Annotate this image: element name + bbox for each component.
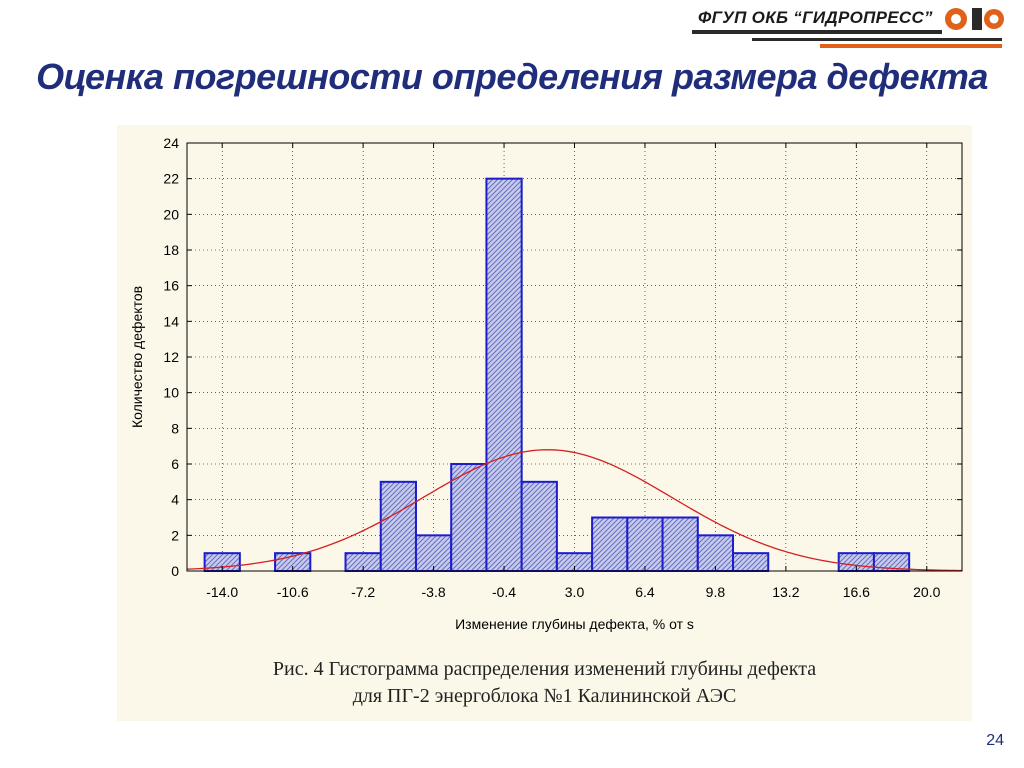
x-axis-label: Изменение глубины дефекта, % от s <box>455 616 694 632</box>
histogram-bar <box>485 177 523 573</box>
y-tick-label: 22 <box>163 171 179 187</box>
y-tick-label: 10 <box>163 385 179 401</box>
x-tick-label: 9.8 <box>706 584 726 600</box>
x-tick-label: 3.0 <box>565 584 585 600</box>
histogram-bar <box>626 516 664 572</box>
histogram-bar <box>414 534 453 573</box>
y-tick-label: 2 <box>171 527 179 543</box>
y-tick-label: 20 <box>163 206 179 222</box>
x-tick-label: -7.2 <box>351 584 375 600</box>
x-tick-label: 6.4 <box>635 584 655 600</box>
histogram-bar <box>520 480 558 573</box>
histogram-bar <box>450 463 488 572</box>
x-tick-label: -14.0 <box>206 584 238 600</box>
company-logo: ФГУП ОКБ “ГИДРОПРЕСС” <box>690 4 1006 50</box>
x-tick-label: 13.2 <box>772 584 799 600</box>
x-tick-label: -3.8 <box>422 584 446 600</box>
x-tick-label: 16.6 <box>843 584 870 600</box>
y-tick-label: 12 <box>163 349 179 365</box>
y-axis-label: Количество дефектов <box>129 286 145 428</box>
y-tick-label: 24 <box>163 135 179 151</box>
y-tick-label: 4 <box>171 492 179 508</box>
y-tick-label: 8 <box>171 420 179 436</box>
histogram-bar <box>696 534 735 573</box>
x-tick-label: -0.4 <box>492 584 516 600</box>
caption-line-1: Рис. 4 Гистограмма распределения изменен… <box>272 658 817 680</box>
logo-graphic <box>692 8 1004 48</box>
figure-caption: Рис. 4 Гистограмма распределения изменен… <box>117 656 972 710</box>
y-tick-label: 0 <box>171 563 179 579</box>
y-tick-label: 18 <box>163 242 179 258</box>
histogram-bar <box>591 516 629 572</box>
x-tick-label: 20.0 <box>913 584 940 600</box>
y-tick-label: 14 <box>163 313 179 329</box>
y-tick-label: 6 <box>171 456 179 472</box>
histogram-bar <box>732 552 770 572</box>
slide-title: Оценка погрешности определения размера д… <box>36 56 988 97</box>
x-tick-label: -10.6 <box>277 584 309 600</box>
normal-fit-curve <box>186 449 963 572</box>
page-number: 24 <box>986 732 1004 749</box>
caption-line-2: для ПГ-2 энергоблока №1 Калининской АЭС <box>352 685 737 707</box>
histogram-bar <box>661 516 699 572</box>
chart-panel: 0 2 4 6 8 10 12 14 16 18 20 22 24 -14.0 -10.6 -7.2 -3.8… <box>117 125 972 721</box>
y-tick-label: 16 <box>163 278 179 294</box>
histogram-bar <box>379 480 417 573</box>
logo-text: ФГУП ОКБ “ГИДРОПРЕСС” <box>698 8 933 27</box>
